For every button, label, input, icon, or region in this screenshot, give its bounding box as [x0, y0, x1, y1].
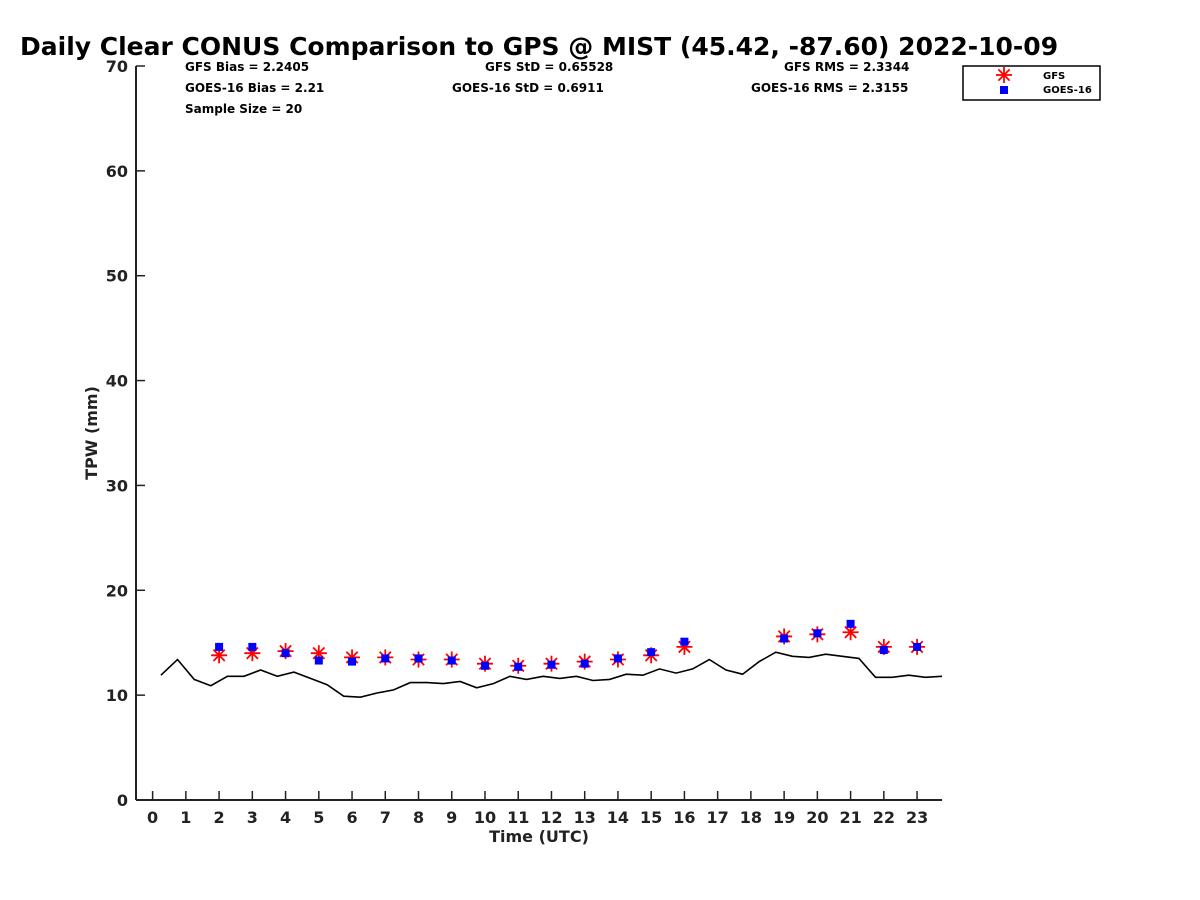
- y-axis-ticks: 0 10 20 30 40 50 60 70: [106, 57, 145, 810]
- gps-line: [160, 651, 943, 699]
- x-tick-label: 4: [280, 808, 291, 827]
- legend-gfs-marker: [996, 67, 1012, 83]
- goes-point: [547, 660, 556, 669]
- x-tick-label: 15: [640, 808, 662, 827]
- goes-rms-label: GOES-16 RMS = 2.3155: [751, 81, 908, 95]
- sample-size-label: Sample Size = 20: [185, 102, 302, 116]
- x-tick-label: 3: [247, 808, 258, 827]
- x-tick-label: 12: [540, 808, 562, 827]
- x-tick-label: 22: [873, 808, 895, 827]
- goes-point: [215, 642, 224, 651]
- x-tick-label: 23: [906, 808, 928, 827]
- legend-goes-label: GOES-16: [1043, 85, 1092, 96]
- goes-series: [215, 619, 922, 671]
- goes-point: [846, 619, 855, 628]
- y-tick-label: 40: [106, 372, 128, 391]
- plot-axes: [135, 66, 942, 801]
- goes-point: [381, 654, 390, 663]
- x-tick-label: 9: [446, 808, 457, 827]
- legend: GFS GOES-16: [962, 65, 1101, 101]
- goes-point: [248, 642, 257, 651]
- x-tick-label: 13: [574, 808, 596, 827]
- x-tick-label: 7: [380, 808, 391, 827]
- x-tick-label: 17: [707, 808, 729, 827]
- goes-point: [580, 659, 589, 668]
- goes-point: [913, 642, 922, 651]
- x-tick-label: 6: [346, 808, 357, 827]
- x-tick-label: 18: [740, 808, 762, 827]
- x-tick-label: 11: [507, 808, 529, 827]
- goes-point: [348, 657, 357, 666]
- x-tick-label: 0: [147, 808, 158, 827]
- gfs-rms-label: GFS RMS = 2.3344: [784, 60, 909, 74]
- x-tick-label: 20: [806, 808, 828, 827]
- y-tick-label: 60: [106, 162, 128, 181]
- gfs-point: [842, 624, 859, 641]
- x-axis-ticks: 0 1 2 3 4 5 6 7 8 9 10 11 12 13 14 15 16 17 18 19 20 21 22 23: [147, 791, 928, 827]
- gps-line-series: [160, 651, 943, 699]
- goes-point: [647, 648, 656, 657]
- goes-point: [447, 656, 456, 665]
- x-tick-label: 21: [839, 808, 861, 827]
- gfs-bias-label: GFS Bias = 2.2405: [185, 60, 309, 74]
- y-tick-label: 20: [106, 581, 128, 600]
- y-tick-label: 70: [106, 57, 128, 76]
- x-tick-label: 14: [607, 808, 629, 827]
- goes-point: [879, 646, 888, 655]
- legend-gfs-asterisk: [996, 67, 1012, 83]
- x-tick-label: 19: [773, 808, 795, 827]
- x-tick-label: 5: [313, 808, 324, 827]
- x-tick-label: 10: [474, 808, 496, 827]
- goes-point: [613, 654, 622, 663]
- x-tick-label: 1: [180, 808, 191, 827]
- x-tick-label: 8: [413, 808, 424, 827]
- gfs-std-label: GFS StD = 0.65528: [485, 60, 613, 74]
- goes-point: [514, 662, 523, 671]
- goes-point: [414, 654, 423, 663]
- goes-point: [314, 656, 323, 665]
- legend-goes-marker: [1000, 86, 1008, 94]
- y-tick-label: 10: [106, 686, 128, 705]
- chart-title: Daily Clear CONUS Comparison to GPS @ MI…: [20, 32, 1058, 61]
- legend-box: [962, 65, 1101, 101]
- legend-gfs-label: GFS: [1043, 71, 1065, 82]
- x-tick-label: 16: [673, 808, 695, 827]
- y-tick-label: 30: [106, 476, 128, 495]
- goes-point: [680, 637, 689, 646]
- goes-point: [281, 649, 290, 658]
- x-tick-label: 2: [214, 808, 225, 827]
- y-tick-label: 50: [106, 267, 128, 286]
- goes-bias-label: GOES-16 Bias = 2.21: [185, 81, 324, 95]
- y-axis-label: TPW (mm): [82, 386, 101, 480]
- goes-point: [780, 634, 789, 643]
- goes-point: [813, 629, 822, 638]
- goes-std-label: GOES-16 StD = 0.6911: [452, 81, 604, 95]
- x-axis-label: Time (UTC): [489, 827, 589, 846]
- goes-point: [480, 661, 489, 670]
- y-tick-label: 0: [117, 791, 128, 810]
- stats-block: GFS Bias = 2.2405 GOES-16 Bias = 2.21 Sa…: [185, 60, 909, 116]
